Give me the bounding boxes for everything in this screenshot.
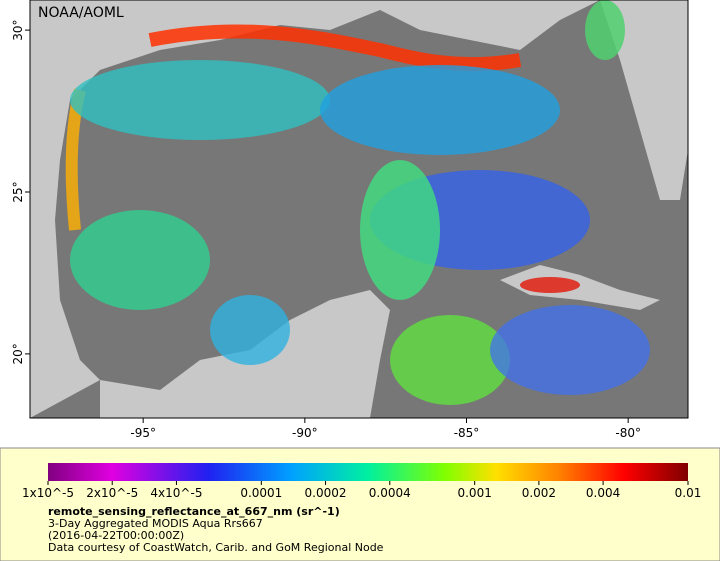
colorbar-tick-label: 1x10^-5 — [22, 486, 74, 500]
lat-tick-label: 25° — [11, 181, 25, 202]
land-north — [30, 0, 688, 418]
lon-tick-label: -80° — [615, 426, 641, 440]
data-patch — [585, 0, 625, 60]
legend-credit: Data courtesy of CoastWatch, Carib. and … — [48, 541, 384, 554]
lat-tick-label: 20° — [11, 343, 25, 364]
legend-product: 3-Day Aggregated MODIS Aqua Rrs667 — [48, 517, 263, 530]
data-patch — [490, 305, 650, 395]
colorbar-tick-label: 0.002 — [522, 486, 556, 500]
lon-tick-label: -90° — [292, 426, 318, 440]
map-frame — [29, 0, 689, 419]
legend-variable: remote_sensing_reflectance_at_667_nm (sr… — [48, 505, 340, 518]
lon-tick-label: -95° — [130, 426, 156, 440]
colorbar-tick-label: 0.01 — [675, 486, 702, 500]
colorbar-tick-label: 0.001 — [457, 486, 491, 500]
data-patch — [70, 210, 210, 310]
data-patch — [320, 65, 560, 155]
lat-tick-label: 30° — [11, 19, 25, 40]
colorbar-tick-label: 0.004 — [586, 486, 620, 500]
map-label: NOAA/AOML — [38, 5, 124, 21]
colorbar-tick-label: 2x10^-5 — [86, 486, 138, 500]
data-patch — [360, 160, 440, 300]
data-patch — [210, 295, 290, 365]
data-patch — [70, 60, 330, 140]
colorbar-tick-label: 4x10^-5 — [150, 486, 202, 500]
cuba — [500, 265, 660, 310]
florida — [600, 0, 688, 200]
data-patch — [390, 315, 510, 405]
colorbar-tick-label: 0.0004 — [369, 486, 411, 500]
colorbar-tick-label: 0.0002 — [305, 486, 347, 500]
data-patch — [520, 277, 580, 293]
colorbar-tick-label: 0.0001 — [240, 486, 282, 500]
colorbar — [48, 463, 688, 481]
legend-date: (2016-04-22T00:00:00Z) — [48, 529, 184, 542]
map-image — [30, 0, 688, 418]
lon-tick-label: -85° — [454, 426, 480, 440]
coastal-band — [148, 24, 522, 72]
